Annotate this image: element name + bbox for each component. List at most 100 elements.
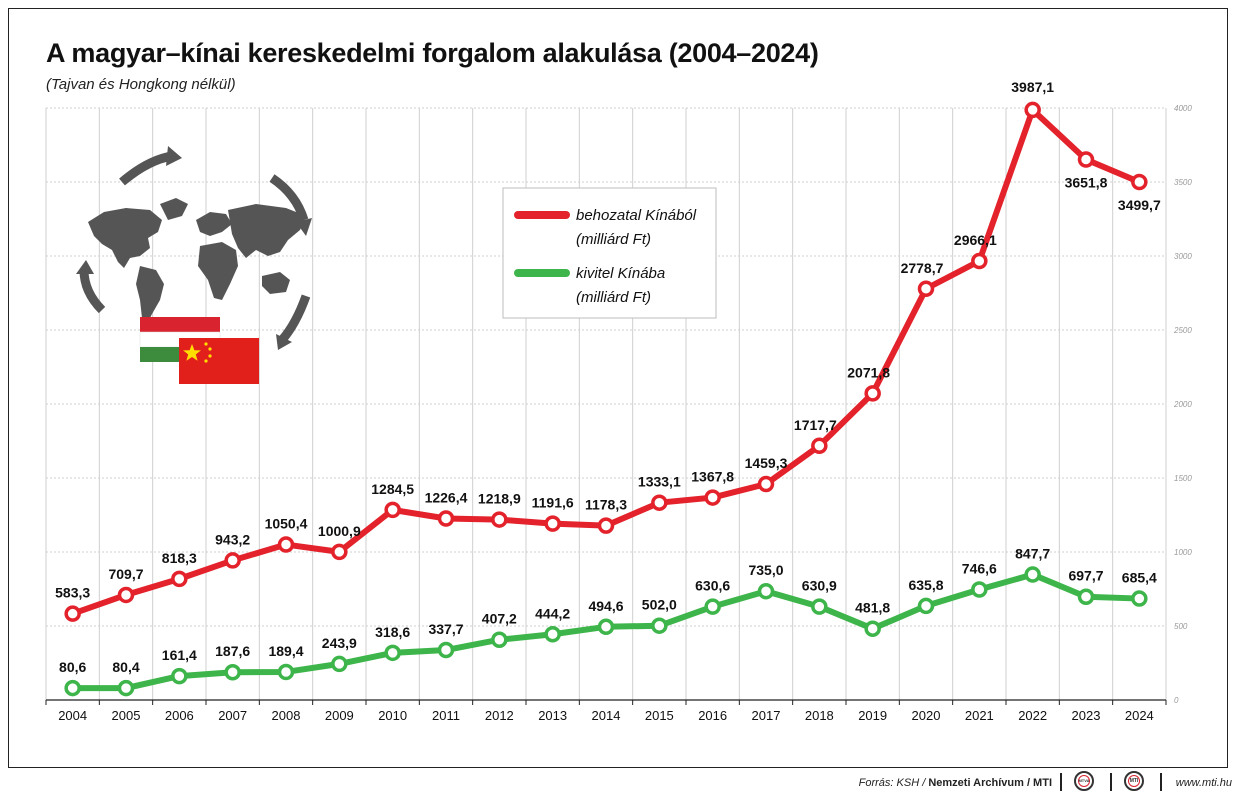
x-tick-label: 2008 [272,708,301,723]
import-data-label: 1000,9 [318,523,361,539]
chart-subtitle: (Tajvan és Hongkong nélkül) [46,76,236,93]
import-data-label: 943,2 [215,531,250,547]
import-data-point [971,252,988,270]
x-tick-label: 2012 [485,708,514,723]
export-data-point [544,626,561,643]
y-tick-label: 4000 [1174,104,1192,113]
y-tick-label: 500 [1174,622,1188,631]
import-data-label: 1459,3 [745,455,788,471]
export-data-point [64,679,81,697]
import-data-label: 1284,5 [371,481,414,497]
export-data-label: 494,6 [588,598,623,614]
export-data-label: 80,4 [112,659,139,675]
export-data-point [704,598,721,615]
import-data-point [64,605,81,622]
export-data-point [437,641,455,659]
legend-export-label: kivitel Kínába [576,265,665,282]
import-data-point [277,536,295,553]
data-labels: 583,3 709,7 818,3 943,2 1050,4 1000,9 1284,5 12… [55,79,1161,675]
y-tick-label: 3000 [1174,252,1192,261]
x-tick-label: 2014 [592,708,621,723]
import-data-label: 1717,7 [794,417,837,433]
export-data-point [597,618,615,636]
x-tick-label: 2022 [1018,708,1047,723]
export-data-point [117,679,135,697]
x-tick-label: 2009 [325,708,354,723]
export-data-point [917,597,935,615]
export-data-label: 481,8 [855,600,890,616]
import-data-point [117,586,135,604]
legend-export-unit: (milliárd Ft) [576,289,651,306]
import-data-label: 1178,3 [585,497,627,513]
import-data-label: 1226,4 [425,489,468,505]
x-tick-label: 2006 [165,708,194,723]
mtva-logo-icon: MTVA [1074,771,1094,791]
import-data-label: 1218,9 [478,491,521,507]
import-data-point [331,543,348,561]
export-data-point [331,655,348,673]
export-data-label: 161,4 [162,647,197,663]
import-data-label: 709,7 [108,566,143,582]
import-data-point [171,570,188,588]
legend-box [502,187,717,319]
export-data-point [864,620,881,637]
import-data-label: 1050,4 [265,516,308,532]
import-data-point [864,385,881,402]
export-data-point [277,663,295,681]
export-data-label: 444,2 [535,605,570,621]
export-data-label: 630,9 [802,578,837,594]
circular-arrows-icon [76,146,312,350]
import-data-point [757,475,775,493]
export-data-point [1077,588,1095,605]
export-data-label: 407,2 [482,611,517,627]
import-data-point [811,437,828,455]
y-axis-ticks: 0 500 1000 1500 2000 2500 3000 3500 4000 [1173,104,1192,705]
china-flag-icon [179,338,259,384]
export-data-label: 187,6 [215,643,250,659]
x-tick-label: 2024 [1125,708,1154,723]
export-data-label: 318,6 [375,624,410,640]
export-data-point [171,667,188,685]
x-tick-label: 2004 [58,708,87,723]
footer-divider [1060,773,1062,791]
export-data-label: 243,9 [322,635,357,651]
export-data-label: 847,7 [1015,546,1050,562]
x-tick-label: 2010 [378,708,407,723]
import-data-label: 818,3 [162,550,197,566]
export-data-point [811,598,828,615]
import-data-point [651,494,668,511]
export-data-label: 337,7 [428,621,463,637]
legend-import-label: behozatal Kínából [576,207,697,224]
y-tick-label: 1000 [1174,548,1192,557]
export-data-point [384,644,401,662]
x-tick-label: 2011 [432,708,460,723]
import-data-label: 2778,7 [901,260,944,276]
y-tick-label: 0 [1174,696,1179,705]
export-data-label: 697,7 [1068,568,1103,584]
x-axis: 2004 2005 2006 2007 2008 2009 2010 2011 2012 2013… [45,699,1167,723]
import-data-point [1131,173,1148,191]
mti-logo-icon: MTI [1124,771,1144,791]
export-data-label: 80,6 [59,659,86,675]
import-data-label: 3499,7 [1118,197,1161,213]
import-data-label: 1191,6 [532,495,574,511]
import-data-label: 1367,8 [691,469,734,485]
legend-import-unit: (milliárd Ft) [576,231,651,248]
export-data-label: 735,0 [748,562,783,578]
footer: Forrás: KSH / Nemzeti Archívum / MTI MTV… [0,770,1232,794]
x-tick-label: 2023 [1072,708,1101,723]
export-data-point [1131,590,1148,607]
website-url: www.mti.hu [1175,777,1232,789]
source-agency: Nemzeti Archívum / MTI [928,777,1052,789]
import-data-label: 1333,1 [638,474,681,490]
x-tick-label: 2020 [912,708,941,723]
logo-ring [1078,775,1090,787]
import-data-label: 3651,8 [1065,175,1108,191]
import-data-point [917,280,935,298]
import-data-label: 2071,8 [847,364,890,380]
x-tick-label: 2016 [698,708,727,723]
y-tick-label: 2500 [1173,326,1192,335]
export-data-point [491,631,508,648]
import-data-point [1077,151,1095,168]
